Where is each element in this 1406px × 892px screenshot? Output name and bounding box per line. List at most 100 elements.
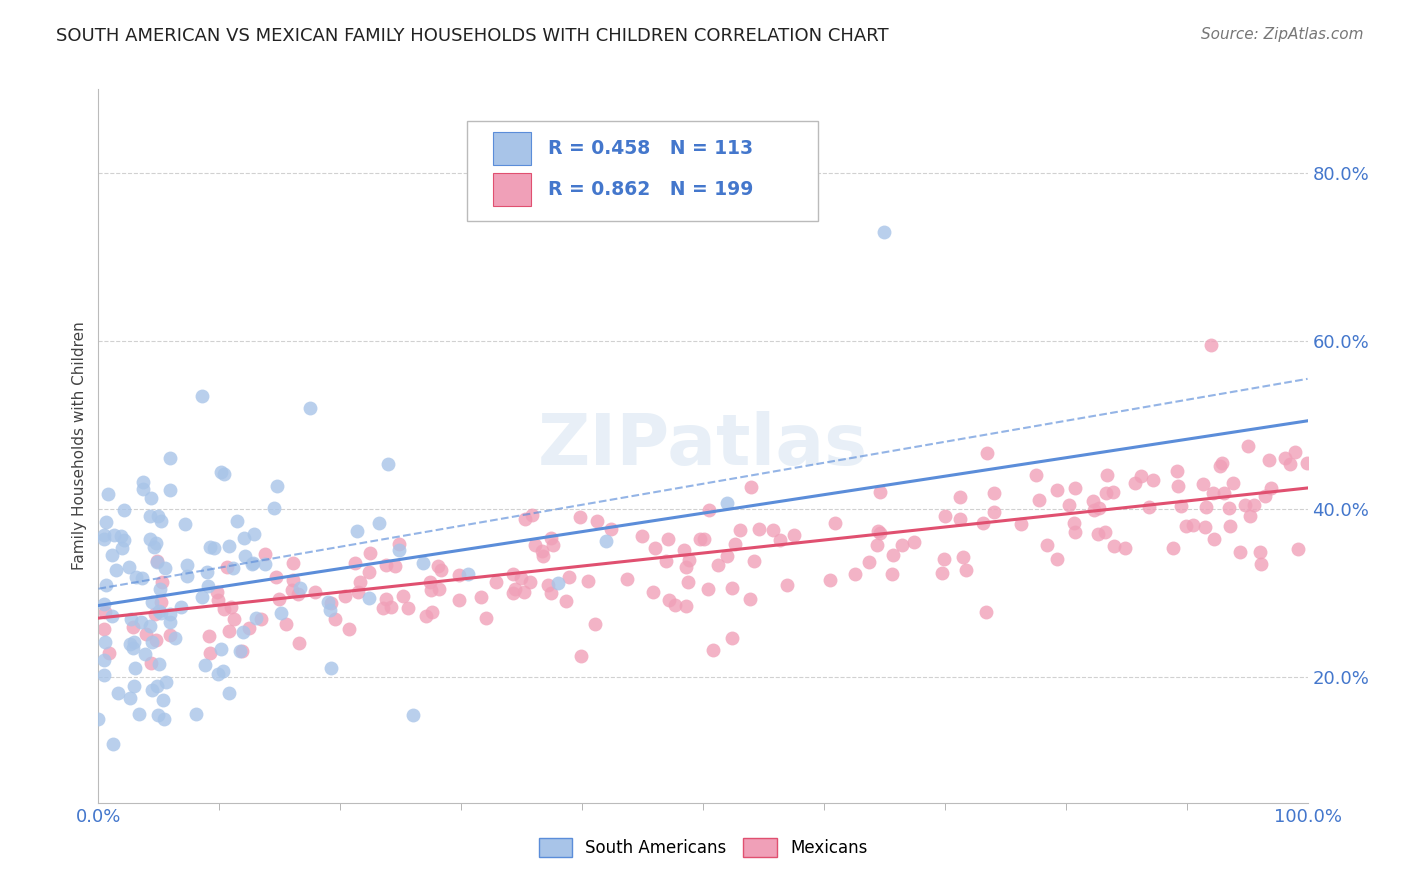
Point (531, 549, 554, 563)
Point (693, 533, 716, 547)
Point (931, 566, 953, 581)
Point (882, 549, 904, 563)
Point (101, 609, 124, 624)
Point (1243, 498, 1265, 512)
Point (143, 607, 166, 621)
Point (873, 225, 896, 239)
Point (583, 617, 606, 632)
Point (139, 532, 162, 546)
Point (131, 571, 153, 585)
Point (267, 592, 290, 607)
Point (1202, 532, 1225, 546)
Point (93, 667, 115, 681)
Point (721, 631, 744, 645)
Point (118, 638, 141, 652)
Point (225, 514, 247, 528)
Point (375, 591, 398, 606)
Point (824, 516, 846, 531)
Point (664, 598, 686, 612)
Point (866, 524, 889, 539)
Point (547, 576, 569, 591)
Point (644, 541, 666, 556)
Point (1125, 476, 1147, 491)
Point (512, 585, 534, 599)
Point (125, 570, 148, 584)
Point (1063, 516, 1085, 531)
Point (558, 569, 581, 583)
Point (1239, 508, 1261, 523)
Point (145, 679, 167, 693)
Point (869, 525, 891, 540)
Point (152, 693, 174, 707)
Point (502, 566, 524, 581)
Point (288, 636, 311, 650)
Point (678, 553, 700, 567)
Point (373, 600, 395, 615)
Point (1279, 458, 1302, 472)
Point (380, 600, 402, 615)
Point (152, 712, 174, 726)
Point (197, 579, 219, 593)
Point (1201, 485, 1223, 500)
Point (447, 593, 470, 607)
Point (1142, 473, 1164, 487)
Point (543, 538, 565, 552)
Point (707, 558, 730, 572)
Point (869, 485, 891, 500)
Point (224, 612, 246, 626)
Point (150, 574, 173, 589)
Point (1260, 481, 1282, 495)
Point (891, 538, 914, 552)
Point (1213, 486, 1236, 500)
Point (519, 574, 541, 589)
Point (245, 611, 267, 625)
Point (1094, 485, 1116, 500)
Point (209, 465, 232, 479)
Point (540, 586, 562, 600)
Point (159, 615, 181, 629)
Point (1219, 519, 1241, 533)
Point (540, 531, 562, 545)
Point (1025, 468, 1047, 483)
Point (866, 538, 889, 552)
Point (1064, 481, 1087, 495)
Point (569, 510, 592, 524)
Point (513, 512, 536, 526)
Point (135, 627, 157, 641)
Point (93, 622, 115, 636)
Point (143, 541, 166, 555)
Point (141, 595, 163, 609)
Point (94, 605, 117, 619)
Point (243, 526, 266, 541)
Point (357, 565, 380, 579)
Point (1236, 439, 1258, 453)
Point (319, 603, 342, 617)
Point (200, 646, 222, 660)
Point (1046, 483, 1069, 497)
Point (655, 554, 678, 568)
Point (728, 524, 751, 538)
Point (146, 508, 169, 523)
FancyBboxPatch shape (492, 132, 531, 165)
Point (1163, 541, 1185, 555)
Point (333, 589, 356, 603)
Point (232, 625, 254, 640)
Point (983, 505, 1005, 519)
Point (782, 528, 804, 542)
Point (1181, 518, 1204, 533)
Text: ZIPatlas: ZIPatlas (538, 411, 868, 481)
Point (347, 585, 370, 599)
Point (94, 515, 117, 529)
Point (485, 574, 508, 589)
Point (103, 528, 125, 542)
Point (176, 569, 198, 583)
Point (689, 533, 711, 547)
Point (145, 555, 167, 569)
Point (207, 666, 229, 681)
Point (134, 647, 156, 661)
Point (110, 529, 132, 543)
Point (949, 490, 972, 504)
Point (658, 593, 681, 607)
Point (174, 517, 197, 532)
Point (427, 559, 450, 574)
